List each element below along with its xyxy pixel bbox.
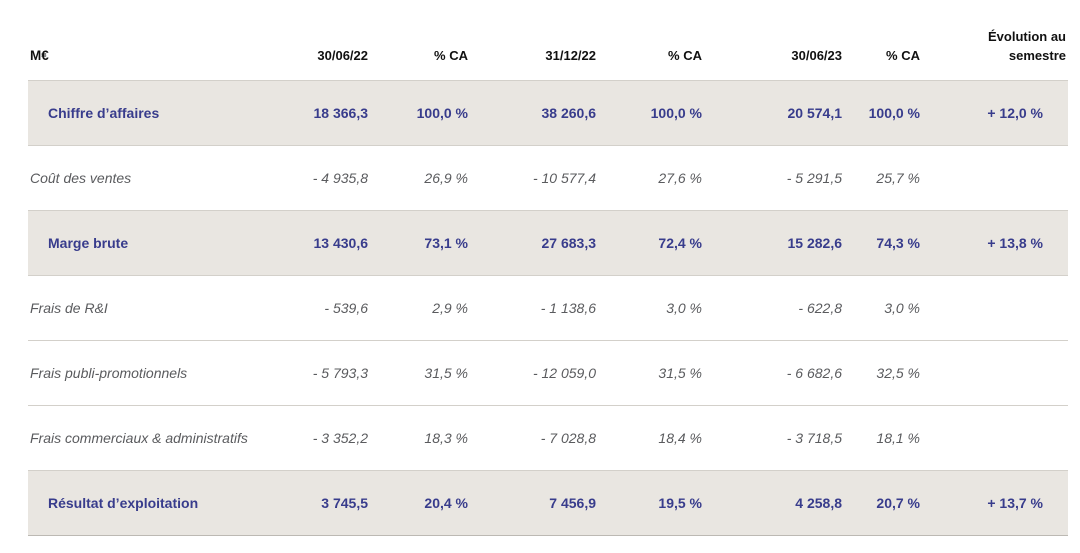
row-label: Frais publi-promotionnels	[30, 364, 188, 381]
cell-value: - 539,6	[324, 299, 368, 316]
cell-evolution	[926, 145, 1068, 210]
unit-label: M€	[30, 47, 49, 63]
table-row-frais-commerciaux-administratifs: Frais commerciaux & administratifs - 3 3…	[28, 405, 1068, 470]
column-header-pct-2: % CA	[668, 47, 702, 63]
cell-evolution: + 13,7 %	[987, 494, 1043, 511]
row-label: Frais commerciaux & administratifs	[30, 429, 248, 446]
cell-value: 25,7 %	[876, 169, 920, 186]
cell-value: 20,7 %	[876, 494, 920, 511]
header-row: M€ 30/06/22 % CA 31/12/22 % CA 30/06/23 …	[28, 0, 1068, 80]
cell-value: 15 282,6	[787, 234, 843, 251]
cell-value: 2,9 %	[432, 299, 468, 316]
table-row-cout-des-ventes: Coût des ventes - 4 935,8 26,9 % - 10 57…	[28, 145, 1068, 210]
row-label: Chiffre d’affaires	[48, 104, 160, 121]
cell-value: 4 258,8	[795, 494, 842, 511]
row-label: Frais de R&I	[30, 299, 108, 316]
column-header-evolution: Évolution au semestre	[926, 0, 1068, 80]
cell-value: 7 456,9	[549, 494, 596, 511]
cell-value: 38 260,6	[541, 104, 597, 121]
cell-value: - 4 935,8	[312, 169, 368, 186]
cell-value: 27 683,3	[541, 234, 597, 251]
table-row-frais-ri: Frais de R&I - 539,6 2,9 % - 1 138,6 3,0…	[28, 275, 1068, 340]
cell-value: - 10 577,4	[532, 169, 596, 186]
cell-value: - 3 352,2	[312, 429, 368, 446]
row-label: Marge brute	[48, 234, 129, 251]
cell-value: 20,4 %	[424, 494, 468, 511]
cell-value: 18,1 %	[876, 429, 920, 446]
cell-value: - 5 793,3	[312, 364, 368, 381]
cell-value: 26,9 %	[424, 169, 468, 186]
cell-value: - 6 682,6	[786, 364, 842, 381]
column-header-date-2: 31/12/22	[545, 47, 596, 63]
cell-value: - 1 138,6	[540, 299, 596, 316]
cell-value: - 3 718,5	[786, 429, 842, 446]
cell-value: 18,4 %	[658, 429, 702, 446]
cell-value: - 12 059,0	[532, 364, 596, 381]
cell-value: 32,5 %	[876, 364, 920, 381]
cell-value: 31,5 %	[658, 364, 702, 381]
cell-value: 73,1 %	[424, 234, 468, 251]
cell-value: 13 430,6	[313, 234, 369, 251]
row-label: Coût des ventes	[30, 169, 132, 186]
table-row-resultat-exploitation: Résultat d’exploitation 3 745,5 20,4 % 7…	[28, 470, 1068, 535]
table-row-frais-publi-promotionnels: Frais publi-promotionnels - 5 793,3 31,5…	[28, 340, 1068, 405]
cell-value: 18 366,3	[313, 104, 369, 121]
cell-evolution	[926, 405, 1068, 470]
income-statement-table: M€ 30/06/22 % CA 31/12/22 % CA 30/06/23 …	[28, 0, 1068, 536]
cell-value: 100,0 %	[650, 104, 702, 121]
column-header-pct-3: % CA	[886, 47, 920, 63]
cell-value: 20 574,1	[787, 104, 843, 121]
cell-evolution: + 13,8 %	[987, 234, 1043, 251]
cell-value: 18,3 %	[424, 429, 468, 446]
column-header-pct-1: % CA	[434, 47, 468, 63]
cell-value: 27,6 %	[658, 169, 702, 186]
column-header-evolution-label: Évolution au semestre	[988, 28, 1066, 63]
cell-value: 3 745,5	[321, 494, 368, 511]
cell-value: 74,3 %	[876, 234, 920, 251]
cell-value: 19,5 %	[658, 494, 702, 511]
cell-value: 72,4 %	[658, 234, 702, 251]
cell-value: - 7 028,8	[540, 429, 596, 446]
cell-evolution	[926, 340, 1068, 405]
table-row-chiffre-affaires: Chiffre d’affaires 18 366,3 100,0 % 38 2…	[28, 80, 1068, 145]
cell-evolution: + 12,0 %	[987, 104, 1043, 121]
cell-value: 31,5 %	[424, 364, 468, 381]
table-row-marge-brute: Marge brute 13 430,6 73,1 % 27 683,3 72,…	[28, 210, 1068, 275]
cell-value: 3,0 %	[666, 299, 702, 316]
column-header-date-3: 30/06/23	[791, 47, 842, 63]
column-header-date-1: 30/06/22	[317, 47, 368, 63]
cell-value: 100,0 %	[868, 104, 920, 121]
row-label: Résultat d’exploitation	[48, 494, 199, 511]
cell-value: 3,0 %	[884, 299, 920, 316]
cell-value: 100,0 %	[416, 104, 468, 121]
cell-value: - 5 291,5	[786, 169, 842, 186]
cell-evolution	[926, 275, 1068, 340]
cell-value: - 622,8	[798, 299, 842, 316]
